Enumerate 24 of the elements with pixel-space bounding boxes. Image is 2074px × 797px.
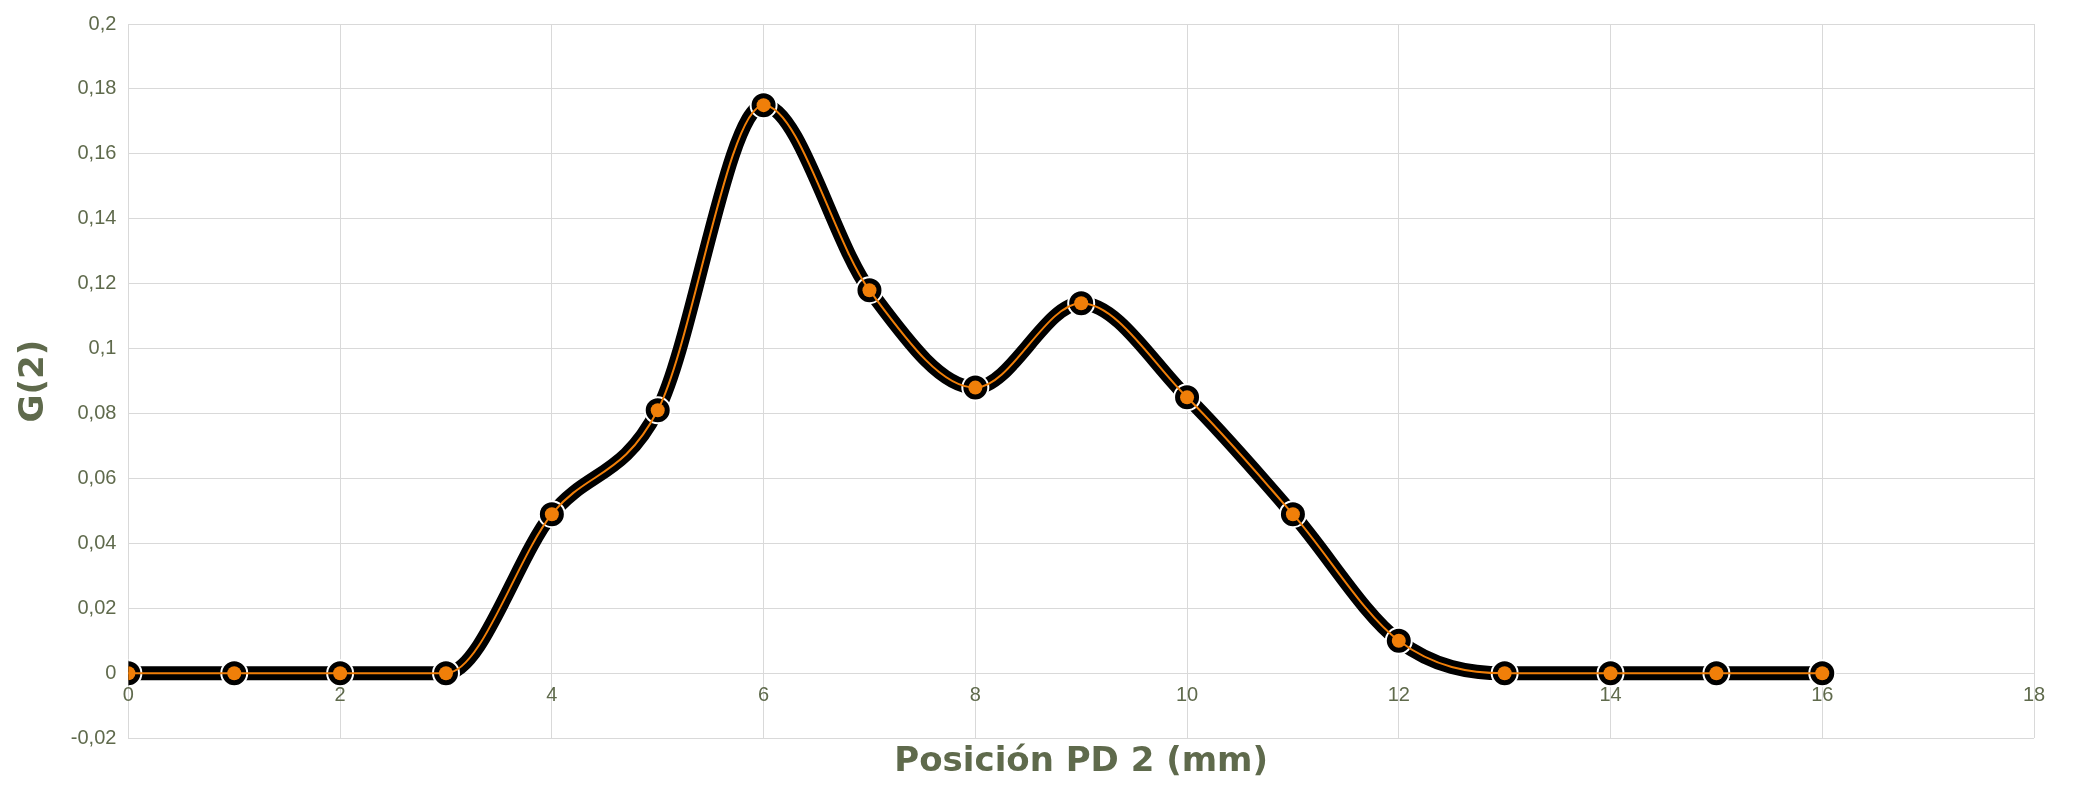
y-tick-label: 0,02: [77, 595, 117, 618]
y-tick-label: 0,08: [77, 401, 117, 424]
x-tick-label: 8: [969, 682, 981, 705]
y-tick-label: 0,16: [77, 141, 117, 164]
y-tick-label: 0,04: [77, 530, 117, 553]
x-axis-title: Posición PD 2 (mm): [894, 739, 1269, 780]
y-tick-label: 0,06: [77, 466, 117, 489]
x-tick-label: 14: [1599, 682, 1622, 705]
x-tick-label: 10: [1175, 682, 1199, 705]
y-tick-label: -0,02: [70, 725, 117, 748]
y-tick-label: 0,12: [77, 271, 117, 294]
y-axis-title: G(2): [11, 339, 52, 423]
y-tick-label: 0,2: [88, 11, 117, 34]
y-tick-label: 0: [105, 660, 117, 683]
x-tick-label: 2: [334, 682, 346, 705]
y-tick-label: 0,18: [77, 76, 117, 99]
x-tick-label: 16: [1811, 682, 1834, 705]
x-tick-label: 18: [2022, 682, 2046, 705]
x-tick-label: 0: [122, 682, 134, 705]
x-tick-label: 12: [1387, 682, 1410, 705]
x-tick-label: 4: [546, 682, 558, 705]
x-tick-label: 6: [758, 682, 770, 705]
y-tick-label: 0,14: [77, 206, 117, 229]
y-tick-label: 0,1: [88, 336, 117, 359]
